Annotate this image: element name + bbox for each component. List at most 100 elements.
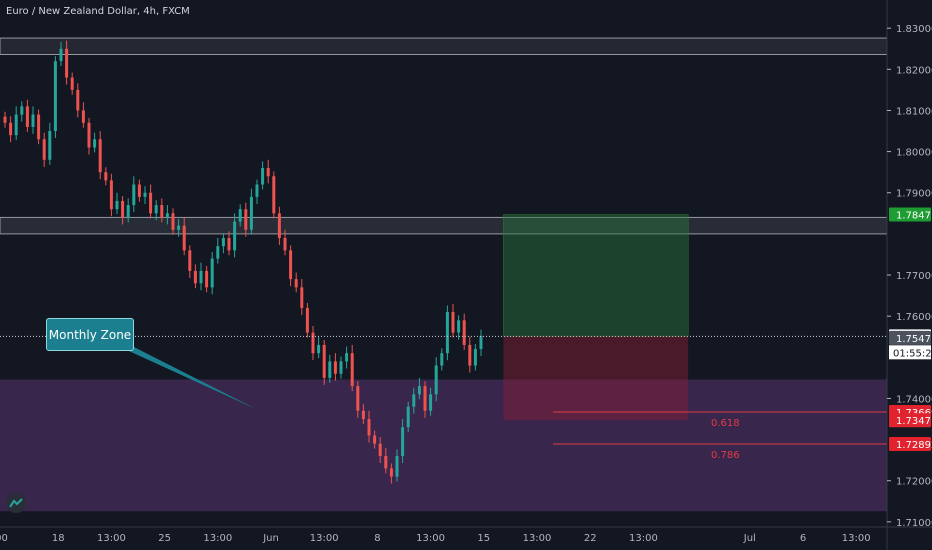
candle[interactable] [367,410,371,443]
candle[interactable] [373,430,377,449]
candle-body [9,122,13,136]
candle[interactable] [457,315,461,340]
position-stop-zone[interactable] [503,336,689,421]
candle[interactable] [126,198,130,223]
candle[interactable] [182,217,186,256]
candle[interactable] [423,381,427,418]
candle[interactable] [238,204,242,227]
candle[interactable] [76,83,80,118]
candle[interactable] [434,357,438,402]
candle[interactable] [317,336,321,359]
candle[interactable] [339,356,343,379]
candle[interactable] [160,198,164,223]
candle[interactable] [412,387,416,414]
candle[interactable] [445,305,449,361]
candle[interactable] [42,132,46,167]
candle[interactable] [188,245,192,278]
candle[interactable] [3,111,7,128]
candle[interactable] [65,40,69,85]
candle[interactable] [154,200,158,221]
candle[interactable] [104,167,108,186]
candle[interactable] [305,302,309,338]
candle[interactable] [48,122,52,165]
candle[interactable] [473,344,477,371]
candle[interactable] [70,72,74,95]
candle[interactable] [199,262,203,291]
candle[interactable] [261,161,265,190]
candle[interactable] [115,192,119,215]
candle[interactable] [462,313,466,350]
candle-body [378,443,382,457]
candle[interactable] [121,196,125,225]
candle[interactable] [350,344,354,392]
candle[interactable] [137,179,141,202]
candle[interactable] [417,377,421,400]
candle[interactable] [171,208,175,235]
candle-body [154,205,158,214]
candle-body [65,48,69,78]
monthly-zone[interactable] [0,379,887,512]
candle[interactable] [210,251,214,295]
candle[interactable] [233,213,237,258]
position-profit-zone[interactable] [503,214,689,337]
candle[interactable] [266,159,270,184]
candle[interactable] [20,101,24,122]
candle[interactable] [109,173,113,217]
candle-body [31,114,35,127]
candle[interactable] [177,219,181,237]
candle[interactable] [300,279,304,315]
candle[interactable] [249,188,253,235]
candle[interactable] [25,99,29,132]
candle[interactable] [9,116,13,143]
resistance-zone-top[interactable] [0,37,888,56]
candle[interactable] [322,340,326,385]
candle[interactable] [429,387,433,416]
candle[interactable] [451,303,455,338]
candle[interactable] [468,336,472,373]
candle[interactable] [59,42,63,67]
candle[interactable] [356,381,360,418]
candle[interactable] [98,131,102,180]
candle[interactable] [132,176,136,213]
candle[interactable] [395,449,399,482]
candle[interactable] [406,401,410,433]
candle[interactable] [205,265,209,293]
candle[interactable] [14,106,18,141]
candle[interactable] [389,463,393,484]
candle[interactable] [440,348,444,371]
candle[interactable] [244,202,248,237]
candle[interactable] [289,245,293,287]
candle[interactable] [93,132,97,153]
candle[interactable] [311,326,315,361]
candle[interactable] [193,264,197,289]
candle[interactable] [272,171,276,219]
candle[interactable] [165,205,169,225]
candle[interactable] [216,237,220,264]
candle[interactable] [401,419,405,464]
candle[interactable] [221,233,225,254]
candle[interactable] [479,329,483,357]
candle[interactable] [143,186,147,204]
candle[interactable] [37,109,41,145]
candle[interactable] [149,184,153,219]
candle[interactable] [227,231,231,256]
resistance-zone-mid[interactable] [0,216,888,235]
monthly-zone-callout[interactable]: Monthly Zone [46,318,134,351]
candle[interactable] [361,404,365,424]
candle[interactable] [255,179,259,204]
candle[interactable] [384,447,388,474]
candle[interactable] [328,354,332,383]
tradingview-logo-icon[interactable] [6,493,26,513]
candle[interactable] [53,56,57,139]
candle[interactable] [81,102,85,128]
candle[interactable] [283,229,287,256]
candle[interactable] [294,272,298,293]
candle[interactable] [345,346,349,369]
time-tick-label: 8 [374,533,380,544]
candle[interactable] [31,106,35,134]
candle[interactable] [277,206,281,245]
candle[interactable] [333,353,337,381]
candle[interactable] [87,117,91,155]
candle[interactable] [378,437,382,464]
